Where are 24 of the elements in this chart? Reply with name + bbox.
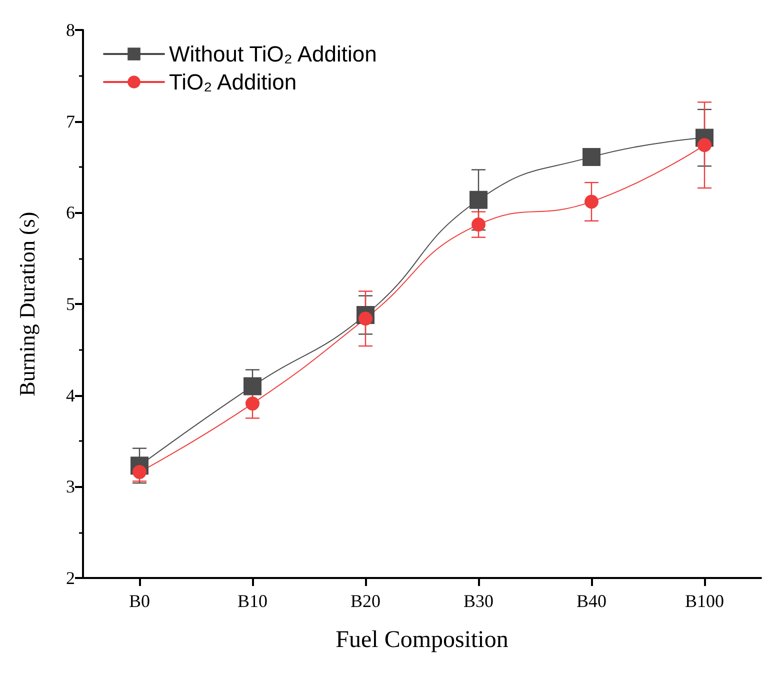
y-tick-label: 3 (66, 476, 75, 497)
y-tick-label: 4 (66, 385, 75, 406)
y-tick-label: 8 (66, 20, 75, 40)
y-tick-label: 7 (66, 111, 75, 132)
point (472, 218, 486, 232)
x-tick-label: B20 (350, 591, 381, 611)
point (244, 377, 262, 396)
point (698, 138, 712, 152)
legend-label: Without TiO₂ Addition (169, 42, 377, 66)
y-tick-label: 6 (66, 202, 75, 223)
y-axis-title: Burning Duration (s) (14, 212, 40, 396)
point (584, 194, 598, 209)
point (582, 148, 600, 166)
x-tick-label: B100 (684, 591, 724, 611)
point (470, 190, 488, 209)
y-tick-label: 5 (66, 294, 75, 314)
legend-label: TiO₂ Addition (169, 70, 297, 94)
x-axis-title: Fuel Composition (336, 627, 508, 653)
x-tick-label: B40 (576, 591, 607, 611)
point (246, 396, 260, 411)
x-tick-label: B30 (463, 591, 494, 611)
x-tick-label: B0 (128, 591, 150, 611)
x-tick-label: B10 (237, 591, 268, 611)
y-tick-label: 2 (66, 568, 75, 588)
